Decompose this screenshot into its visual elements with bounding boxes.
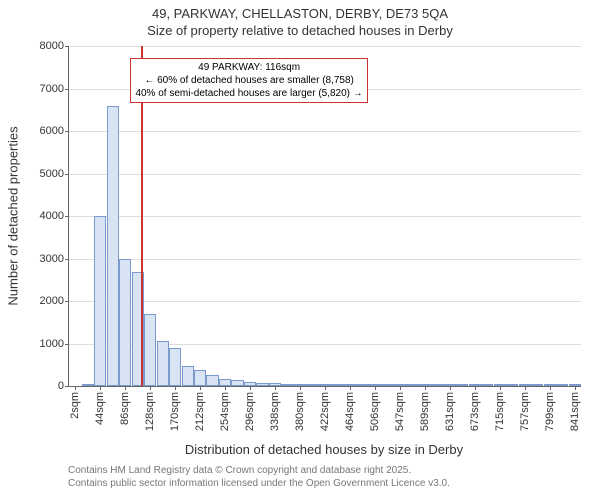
grid-line xyxy=(69,259,581,260)
x-tick-mark xyxy=(550,386,551,390)
histogram-bar xyxy=(182,366,194,386)
y-tick-label: 2000 xyxy=(40,295,69,307)
x-tick-mark xyxy=(250,386,251,390)
histogram-bar xyxy=(281,384,293,386)
x-tick-label: 841sqm xyxy=(569,392,581,431)
histogram-bar xyxy=(306,384,318,386)
annotation-line3: 40% of semi-detached houses are larger (… xyxy=(135,87,362,100)
plot-area: 0100020003000400050006000700080002sqm44s… xyxy=(68,46,581,387)
y-tick-label: 8000 xyxy=(40,40,69,52)
grid-line xyxy=(69,46,581,47)
x-tick-mark xyxy=(325,386,326,390)
histogram-bar xyxy=(94,216,106,386)
x-tick-mark xyxy=(350,386,351,390)
histogram-bar xyxy=(506,384,518,386)
histogram-bar xyxy=(531,384,543,386)
histogram-bar xyxy=(481,384,493,386)
y-tick-label: 1000 xyxy=(40,338,69,350)
x-tick-mark xyxy=(450,386,451,390)
y-tick-label: 5000 xyxy=(40,168,69,180)
grid-line xyxy=(69,174,581,175)
annotation-box: 49 PARKWAY: 116sqm← 60% of detached hous… xyxy=(130,58,367,103)
grid-line xyxy=(69,131,581,132)
histogram-bar xyxy=(406,384,418,386)
x-tick-label: 380sqm xyxy=(294,392,306,431)
x-tick-label: 715sqm xyxy=(494,392,506,431)
x-tick-mark xyxy=(275,386,276,390)
x-tick-mark xyxy=(225,386,226,390)
x-tick-label: 757sqm xyxy=(519,392,531,431)
histogram-bar xyxy=(107,106,119,387)
annotation-line2: ← 60% of detached houses are smaller (8,… xyxy=(135,74,362,87)
x-tick-mark xyxy=(400,386,401,390)
x-tick-label: 673sqm xyxy=(469,392,481,431)
y-tick-label: 3000 xyxy=(40,253,69,265)
x-tick-label: 254sqm xyxy=(219,392,231,431)
x-tick-mark xyxy=(75,386,76,390)
histogram-bar xyxy=(356,384,368,386)
title-block: 49, PARKWAY, CHELLASTON, DERBY, DE73 5QA… xyxy=(0,0,600,40)
x-tick-mark xyxy=(300,386,301,390)
x-tick-mark xyxy=(525,386,526,390)
histogram-bar xyxy=(456,384,468,386)
x-tick-label: 422sqm xyxy=(319,392,331,431)
title-line2: Size of property relative to detached ho… xyxy=(0,23,600,40)
x-tick-mark xyxy=(100,386,101,390)
histogram-bar xyxy=(219,379,231,386)
x-tick-label: 86sqm xyxy=(119,392,131,425)
x-tick-mark xyxy=(150,386,151,390)
x-tick-mark xyxy=(500,386,501,390)
grid-line xyxy=(69,301,581,302)
histogram-bar xyxy=(144,314,156,386)
x-tick-mark xyxy=(175,386,176,390)
y-tick-label: 0 xyxy=(58,380,69,392)
histogram-bar xyxy=(206,375,218,386)
grid-line xyxy=(69,216,581,217)
x-tick-label: 631sqm xyxy=(444,392,456,431)
footer-note: Contains HM Land Registry data © Crown c… xyxy=(68,464,450,490)
histogram-bar xyxy=(556,384,568,386)
x-tick-label: 170sqm xyxy=(169,392,181,431)
histogram-bar xyxy=(381,384,393,386)
x-tick-label: 296sqm xyxy=(244,392,256,431)
x-tick-label: 799sqm xyxy=(544,392,556,431)
y-tick-label: 4000 xyxy=(40,210,69,222)
title-line1: 49, PARKWAY, CHELLASTON, DERBY, DE73 5QA xyxy=(0,6,600,23)
x-tick-mark xyxy=(575,386,576,390)
x-tick-label: 338sqm xyxy=(269,392,281,431)
x-tick-label: 464sqm xyxy=(344,392,356,431)
x-tick-mark xyxy=(475,386,476,390)
histogram-bar xyxy=(331,384,343,386)
histogram-bar xyxy=(169,348,181,386)
histogram-bar xyxy=(119,259,131,387)
x-tick-mark xyxy=(125,386,126,390)
y-tick-label: 6000 xyxy=(40,125,69,137)
x-tick-mark xyxy=(375,386,376,390)
histogram-bar xyxy=(82,384,94,386)
x-tick-label: 547sqm xyxy=(394,392,406,431)
x-tick-label: 128sqm xyxy=(144,392,156,431)
x-tick-label: 589sqm xyxy=(419,392,431,431)
y-tick-label: 7000 xyxy=(40,83,69,95)
histogram-bar xyxy=(431,384,443,386)
x-tick-label: 2sqm xyxy=(69,392,81,419)
x-tick-mark xyxy=(200,386,201,390)
x-tick-label: 506sqm xyxy=(369,392,381,431)
y-axis-label: Number of detached properties xyxy=(6,126,21,305)
footer-line1: Contains HM Land Registry data © Crown c… xyxy=(68,464,450,477)
x-tick-mark xyxy=(425,386,426,390)
annotation-line1: 49 PARKWAY: 116sqm xyxy=(135,61,362,74)
footer-line2: Contains public sector information licen… xyxy=(68,477,450,490)
histogram-bar xyxy=(256,383,268,386)
histogram-bar xyxy=(194,370,206,386)
x-axis-label: Distribution of detached houses by size … xyxy=(68,442,580,457)
x-tick-label: 212sqm xyxy=(194,392,206,431)
chart-container: 49, PARKWAY, CHELLASTON, DERBY, DE73 5QA… xyxy=(0,0,600,500)
histogram-bar xyxy=(157,341,169,386)
histogram-bar xyxy=(231,380,243,386)
x-tick-label: 44sqm xyxy=(94,392,106,425)
